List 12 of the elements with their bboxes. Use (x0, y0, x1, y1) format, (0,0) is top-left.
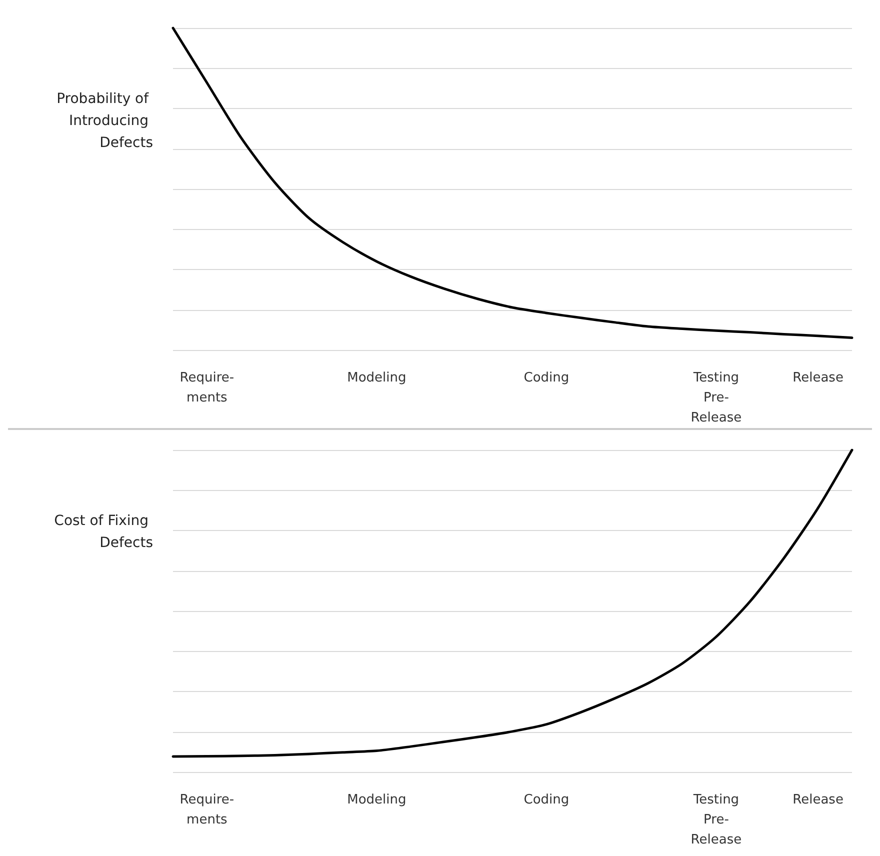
x-tick-label: Testing Pre- Release (690, 792, 742, 848)
x-tick-label: Require- ments (180, 792, 234, 828)
x-tick-label: Require- ments (180, 370, 234, 406)
y-axis-title: Probability of Introducing Defects (56, 91, 153, 151)
x-tick-label: Release (792, 792, 844, 808)
x-tick-label: Modeling (347, 792, 406, 808)
y-axis-title: Cost of Fixing Defects (54, 513, 153, 551)
x-tick-label: Coding (524, 370, 570, 386)
x-tick-label: Release (792, 370, 844, 386)
x-tick-label: Testing Pre- Release (690, 370, 742, 426)
x-tick-label: Coding (524, 792, 570, 808)
x-tick-label: Modeling (347, 370, 406, 386)
